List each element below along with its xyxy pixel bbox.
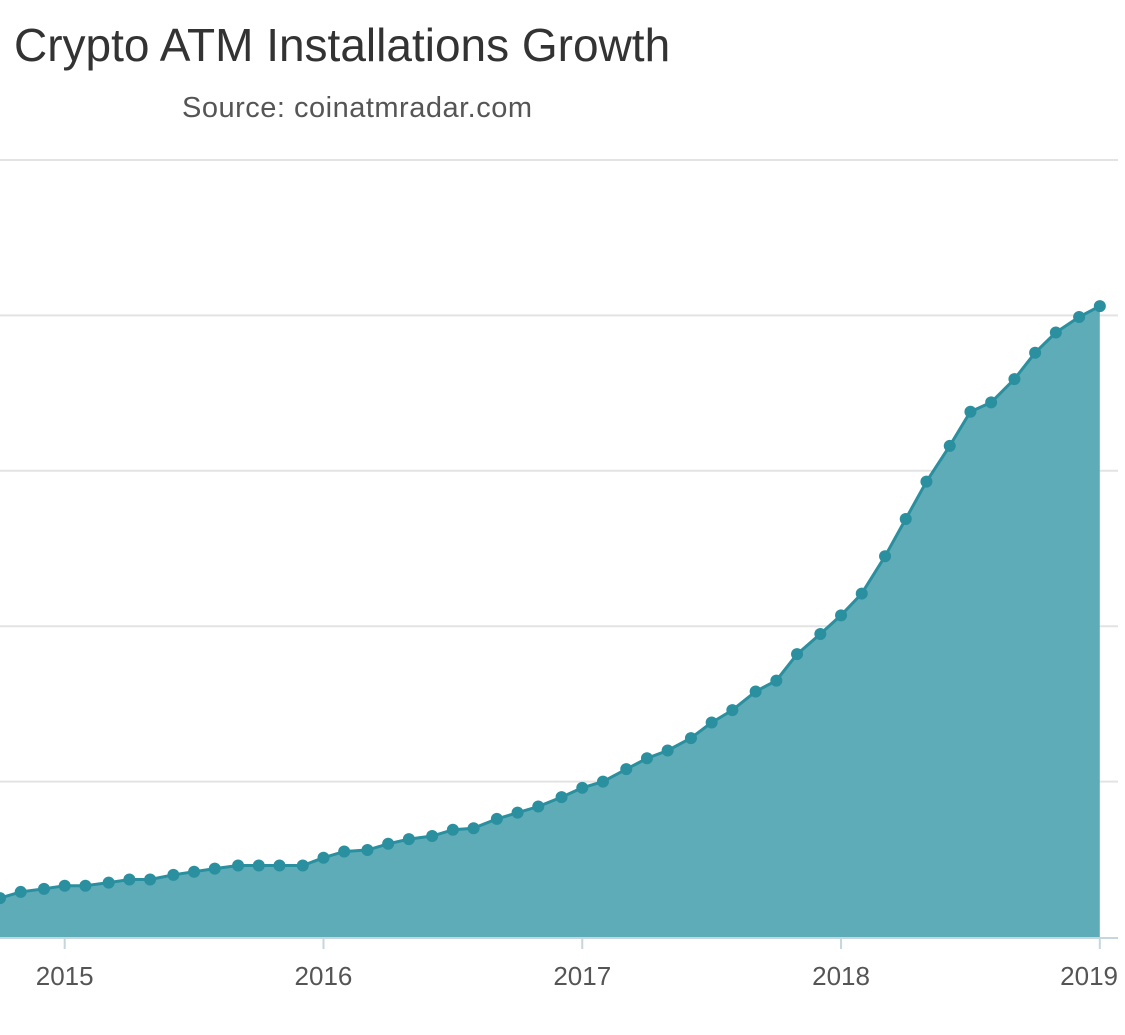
data-point bbox=[985, 396, 998, 409]
data-point bbox=[964, 405, 977, 418]
x-tick-label: 2019 bbox=[1060, 961, 1118, 991]
series-line bbox=[0, 304, 1101, 900]
data-point bbox=[661, 744, 674, 757]
data-point bbox=[943, 439, 956, 452]
data-point bbox=[296, 859, 309, 872]
data-point bbox=[620, 763, 633, 776]
data-point bbox=[1008, 373, 1021, 386]
data-point bbox=[317, 851, 330, 864]
data-point bbox=[726, 704, 739, 717]
data-point bbox=[361, 843, 374, 856]
data-point bbox=[208, 862, 221, 875]
x-tick-label: 2018 bbox=[812, 961, 870, 991]
data-point bbox=[273, 859, 286, 872]
data-point bbox=[1073, 310, 1086, 323]
data-point bbox=[879, 550, 892, 563]
data-point bbox=[920, 475, 933, 488]
x-tick-label: 2015 bbox=[36, 961, 94, 991]
data-point bbox=[14, 885, 27, 898]
data-point bbox=[576, 781, 589, 794]
data-point bbox=[58, 879, 71, 892]
data-point bbox=[123, 873, 136, 886]
data-point bbox=[167, 868, 180, 881]
x-axis: 2015 2016 2017 2018 2019 bbox=[36, 937, 1118, 991]
data-point bbox=[144, 873, 157, 886]
data-point bbox=[705, 716, 718, 729]
data-point bbox=[511, 806, 524, 819]
data-point bbox=[814, 627, 827, 640]
data-point bbox=[446, 823, 459, 836]
data-point bbox=[855, 587, 868, 600]
data-point bbox=[835, 609, 848, 622]
data-point bbox=[596, 775, 609, 788]
data-point bbox=[338, 845, 351, 858]
data-point bbox=[188, 865, 201, 878]
data-point bbox=[0, 892, 6, 905]
data-point bbox=[899, 512, 912, 525]
data-point bbox=[1049, 326, 1062, 339]
data-point bbox=[770, 674, 783, 687]
data-point bbox=[555, 791, 568, 804]
data-point bbox=[402, 833, 415, 846]
chart-title: Crypto ATM Installations Growth bbox=[14, 19, 671, 71]
x-tick-label: 2017 bbox=[553, 961, 611, 991]
x-tick-label: 2016 bbox=[295, 961, 353, 991]
data-point bbox=[426, 829, 439, 842]
data-point bbox=[37, 882, 50, 895]
data-point bbox=[382, 837, 395, 850]
data-point bbox=[252, 859, 265, 872]
chart-subtitle: Source: coinatmradar.com bbox=[182, 92, 533, 124]
data-points bbox=[0, 300, 1106, 905]
data-point bbox=[102, 876, 115, 889]
data-point bbox=[749, 685, 762, 698]
data-point bbox=[79, 879, 92, 892]
data-point bbox=[791, 648, 804, 661]
series-area bbox=[0, 306, 1100, 938]
data-point bbox=[1093, 300, 1106, 313]
data-point bbox=[1029, 346, 1042, 359]
data-point bbox=[684, 732, 697, 745]
data-point bbox=[232, 859, 245, 872]
data-point bbox=[467, 822, 480, 835]
data-point bbox=[640, 752, 653, 765]
data-point bbox=[532, 800, 545, 813]
data-point bbox=[490, 812, 503, 825]
